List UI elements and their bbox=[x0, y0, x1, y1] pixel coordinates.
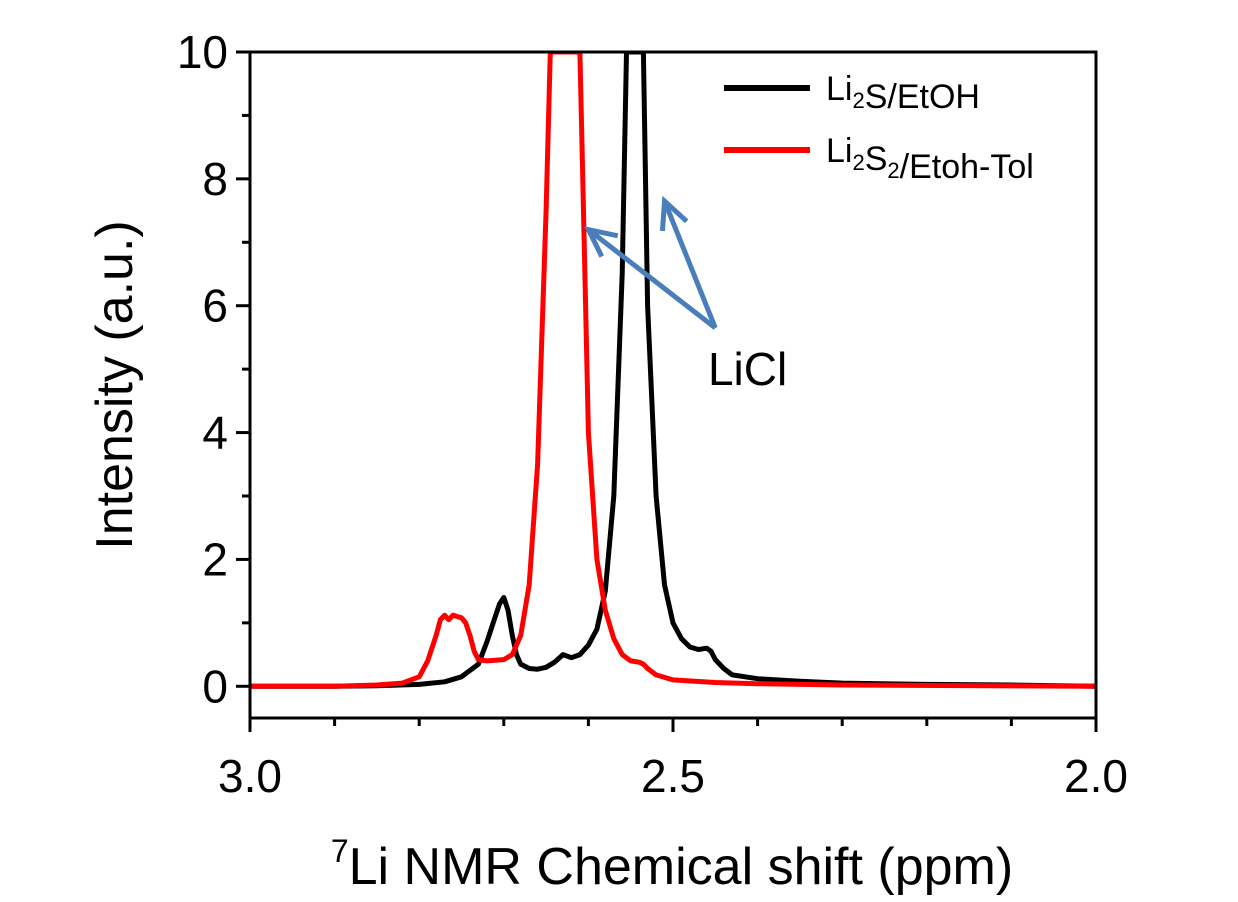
annotation-arrowhead bbox=[659, 195, 689, 232]
y-tick-label: 2 bbox=[202, 533, 228, 585]
x-tick-label: 3.0 bbox=[218, 750, 282, 802]
y-axis-title: Intensity (a.u.) bbox=[86, 220, 144, 549]
series-line-li2s2-etoh-tol bbox=[250, 52, 1096, 689]
legend-label-li2s2-etoh-tol: Li2S2/Etoh-Tol bbox=[826, 132, 1034, 186]
y-tick-label: 8 bbox=[202, 153, 228, 205]
licl-annotation: LiCl bbox=[583, 195, 787, 395]
plot-frame bbox=[248, 50, 1098, 720]
x-axis-title: 7Li NMR Chemical shift (ppm) bbox=[331, 833, 1013, 896]
series-line-li2s-etoh bbox=[250, 52, 1096, 689]
x-tick-label: 2.5 bbox=[641, 750, 705, 802]
x-tick-label: 2.0 bbox=[1064, 750, 1128, 802]
y-tick-label: 6 bbox=[202, 280, 228, 332]
annotation-arrowhead bbox=[583, 226, 619, 258]
annotation-label: LiCl bbox=[708, 343, 787, 395]
annotation-arrow bbox=[662, 200, 718, 329]
legend: Li2S/EtOH Li2S2/Etoh-Tol bbox=[724, 70, 1034, 186]
y-tick-label: 0 bbox=[202, 660, 228, 712]
y-tick-label: 10 bbox=[177, 26, 228, 78]
legend-label-li2s-etoh: Li2S/EtOH bbox=[826, 70, 980, 116]
tick-labels: 0 2 4 6 8 10 3.0 2.5 2.0 bbox=[177, 26, 1128, 802]
annotation-arrow bbox=[586, 227, 717, 330]
series-layer bbox=[250, 52, 1096, 689]
y-tick-label: 4 bbox=[202, 407, 228, 459]
